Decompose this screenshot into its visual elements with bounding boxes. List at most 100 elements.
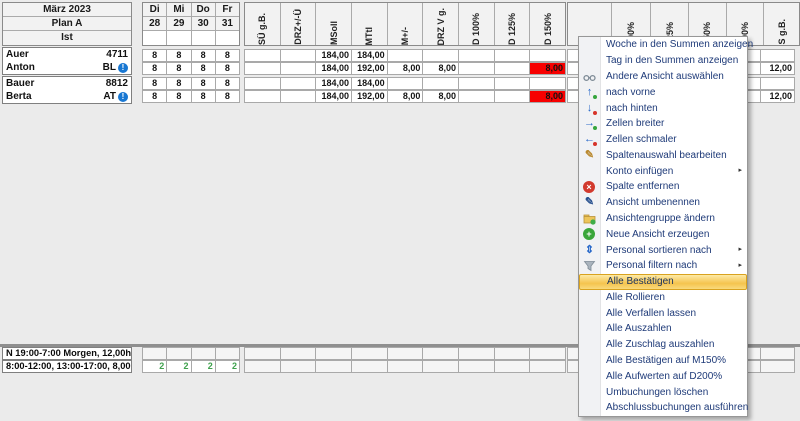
shift-count-cell[interactable]: 2	[166, 360, 192, 373]
day-cell[interactable]: 8	[142, 90, 168, 103]
menu-item-alle-verfallen[interactable]: Alle Verfallen lassen	[606, 307, 697, 319]
day-cell[interactable]: 8	[142, 77, 168, 90]
column-header[interactable]: DRZ+/-Ü	[280, 3, 317, 45]
day-cell[interactable]: 8	[190, 77, 216, 90]
menu-item-konto-einfuegen[interactable]: Konto einfügen ▸	[606, 165, 742, 177]
account-cell[interactable]	[244, 49, 281, 62]
person-card[interactable]: Bauer 8812 Berta AT!	[2, 76, 132, 104]
menu-item-neue-ansicht[interactable]: + Neue Ansicht erzeugen	[579, 226, 747, 242]
day-date[interactable]: 29	[167, 17, 192, 31]
menu-item-andere-ansicht[interactable]: Andere Ansicht auswählen	[579, 69, 747, 85]
account-cell[interactable]	[386, 77, 424, 90]
column-header[interactable]: DRZ V g.	[423, 3, 460, 45]
account-cell[interactable]	[493, 77, 531, 90]
day-cell[interactable]: 8	[142, 49, 168, 62]
shift-count-cell[interactable]	[214, 347, 240, 360]
account-cell[interactable]: 192,00	[351, 62, 388, 75]
info-icon[interactable]: !	[118, 62, 128, 73]
account-cell[interactable]	[493, 90, 531, 103]
menu-item-personal-sortieren[interactable]: ⇕ Personal sortieren nach ▸	[584, 243, 742, 256]
account-cell[interactable]	[529, 49, 567, 62]
day-name[interactable]: Fr	[215, 3, 239, 17]
day-subcell[interactable]	[167, 31, 192, 45]
account-cell[interactable]	[279, 90, 317, 103]
day-name[interactable]: Do	[191, 3, 216, 17]
account-cell[interactable]: 192,00	[351, 90, 388, 103]
menu-item-nach-hinten[interactable]: ↓ nach hinten	[579, 100, 747, 116]
account-cell[interactable]: 12,00	[760, 62, 795, 75]
column-header[interactable]: M+/-	[387, 3, 424, 45]
day-cell[interactable]: 8	[190, 62, 216, 75]
day-cell[interactable]: 8	[166, 62, 192, 75]
menu-item-ansichtengruppe[interactable]: Ansichtengruppe ändern	[579, 211, 747, 227]
person-card[interactable]: Auer 4711 Anton BL!	[2, 47, 132, 75]
menu-item-woche-summen[interactable]: Woche in den Summen anzeigen	[606, 39, 754, 51]
column-header[interactable]: D 125%	[494, 3, 531, 45]
account-cell[interactable]: 184,00	[315, 62, 353, 75]
column-header[interactable]: SÜ g.B.	[245, 3, 281, 45]
day-cell[interactable]: 8	[166, 77, 192, 90]
column-header[interactable]: MSoll	[316, 3, 353, 45]
account-cell[interactable]	[244, 77, 281, 90]
shift-count-cell[interactable]: 2	[190, 360, 216, 373]
account-cell[interactable]	[279, 62, 317, 75]
info-icon[interactable]: !	[118, 91, 128, 102]
menu-item-alle-zuschlag[interactable]: Alle Zuschlag auszahlen	[606, 339, 715, 351]
account-cell[interactable]	[422, 49, 460, 62]
day-cell[interactable]: 8	[142, 62, 168, 75]
account-cell[interactable]	[760, 77, 795, 90]
column-header[interactable]: D 150%	[530, 3, 566, 45]
shift-row-label[interactable]: 8:00-12:00, 13:00-17:00, 8,00h	[2, 360, 132, 373]
account-cell[interactable]	[244, 62, 281, 75]
account-cell[interactable]: 8,00	[386, 90, 424, 103]
shift-count-cell[interactable]	[166, 347, 192, 360]
account-cell[interactable]	[458, 77, 495, 90]
menu-item-zellen-schmaler[interactable]: ← Zellen schmaler	[584, 133, 677, 147]
day-cell[interactable]: 8	[214, 90, 240, 103]
day-cell[interactable]: 8	[214, 49, 240, 62]
menu-item-abschlussbuchungen[interactable]: Abschlussbuchungen ausführen	[606, 402, 749, 414]
menu-item-personal-filtern[interactable]: Personal filtern nach ▸	[579, 258, 747, 274]
menu-item-alle-rollieren[interactable]: Alle Rollieren	[606, 291, 665, 303]
account-cell[interactable]	[493, 62, 531, 75]
day-cell[interactable]: 8	[190, 49, 216, 62]
account-cell[interactable]: 184,00	[351, 77, 388, 90]
day-cell[interactable]: 8	[166, 49, 192, 62]
menu-item-spalte-entfernen[interactable]: × Spalte entfernen	[579, 179, 747, 195]
day-date[interactable]: 28	[143, 17, 168, 31]
day-subcell[interactable]	[191, 31, 216, 45]
account-cell[interactable]	[386, 49, 424, 62]
day-cell[interactable]: 8	[214, 77, 240, 90]
account-cell[interactable]: 8,00	[386, 62, 424, 75]
account-cell[interactable]	[244, 90, 281, 103]
menu-item-tag-summen[interactable]: Tag in den Summen anzeigen	[606, 55, 739, 67]
shift-row-label[interactable]: N 19:00-7:00 Morgen, 12,00h	[2, 347, 132, 360]
account-cell[interactable]	[279, 49, 317, 62]
account-cell-alert[interactable]: 8,00	[529, 62, 567, 75]
day-subcell[interactable]	[143, 31, 168, 45]
account-cell[interactable]	[458, 62, 495, 75]
account-cell[interactable]	[422, 77, 460, 90]
menu-item-alle-auszahlen[interactable]: Alle Auszahlen	[606, 323, 672, 335]
menu-item-umbuchungen-loeschen[interactable]: Umbuchungen löschen	[606, 386, 709, 398]
account-cell[interactable]: 8,00	[422, 62, 460, 75]
menu-item-spaltenauswahl[interactable]: ✎ Spaltenauswahl bearbeiten	[584, 148, 727, 161]
shift-count-cell[interactable]: 2	[142, 360, 168, 373]
account-cell[interactable]: 184,00	[315, 49, 353, 62]
day-date[interactable]: 31	[215, 17, 239, 31]
account-cell-alert[interactable]: 8,00	[529, 90, 567, 103]
account-cell[interactable]	[279, 77, 317, 90]
day-subcell[interactable]	[215, 31, 239, 45]
account-cell[interactable]	[760, 49, 795, 62]
day-cell[interactable]: 8	[214, 62, 240, 75]
menu-item-bestaetigen-m150[interactable]: Alle Bestätigen auf M150%	[606, 355, 727, 367]
menu-item-alle-bestaetigen[interactable]: Alle Bestätigen	[579, 273, 747, 290]
menu-item-zellen-breiter[interactable]: → Zellen breiter	[584, 117, 665, 131]
day-cell[interactable]: 8	[166, 90, 192, 103]
day-date[interactable]: 30	[191, 17, 216, 31]
menu-item-aufwerten-d200[interactable]: Alle Aufwerten auf D200%	[606, 370, 723, 382]
day-name[interactable]: Di	[143, 3, 168, 17]
account-cell[interactable]: 184,00	[315, 77, 353, 90]
column-header[interactable]: D 100%	[459, 3, 495, 45]
account-cell[interactable]: 8,00	[422, 90, 460, 103]
